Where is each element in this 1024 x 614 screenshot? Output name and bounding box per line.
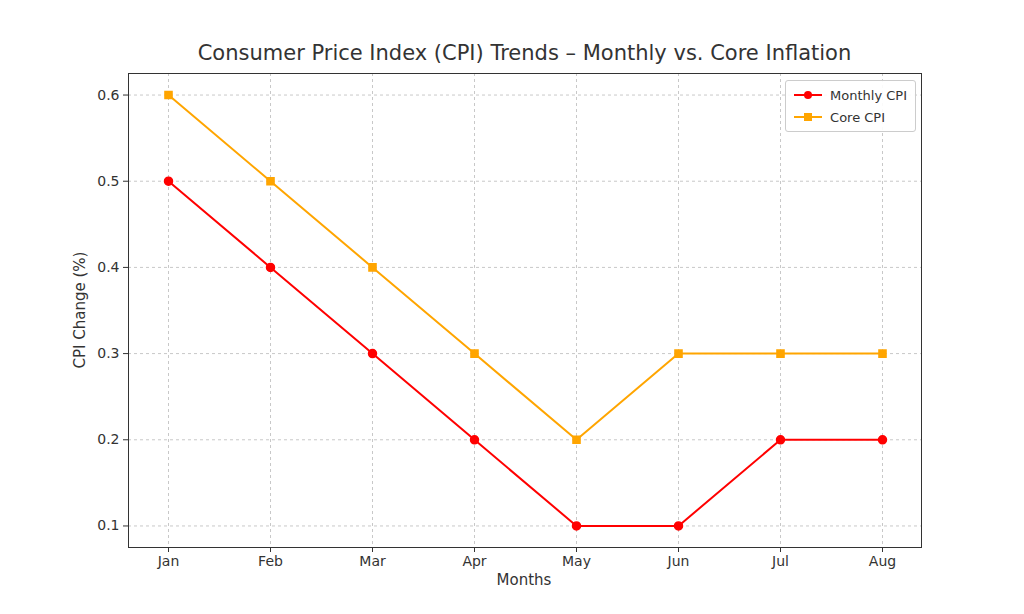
html-text:CPI Change (%): CPI Change (%) — [71, 251, 89, 369]
svg-text:0.2: 0.2 — [97, 431, 119, 447]
html-text:Months: Months — [496, 571, 552, 589]
svg-text:Aug: Aug — [869, 553, 896, 569]
svg-text:0.3: 0.3 — [97, 345, 119, 361]
html-text:Monthly CPI: Monthly CPI — [830, 87, 907, 103]
svg-text:0.4: 0.4 — [97, 259, 119, 275]
svg-text:Jun: Jun — [667, 553, 690, 569]
svg-text:0.5: 0.5 — [97, 173, 119, 189]
svg-text:Feb: Feb — [258, 553, 283, 569]
svg-text:Mar: Mar — [359, 553, 386, 569]
svg-text:Jan: Jan — [157, 553, 180, 569]
svg-text:Jul: Jul — [771, 553, 789, 569]
svg-text:May: May — [562, 553, 591, 569]
html-text:Core CPI: Core CPI — [830, 109, 885, 125]
html-text:Consumer Price Index (CPI) Tre: Consumer Price Index (CPI) Trends – Mont… — [197, 41, 852, 65]
svg-text:Apr: Apr — [462, 553, 486, 569]
svg-text:0.1: 0.1 — [97, 517, 119, 533]
svg-text:0.6: 0.6 — [97, 87, 119, 103]
